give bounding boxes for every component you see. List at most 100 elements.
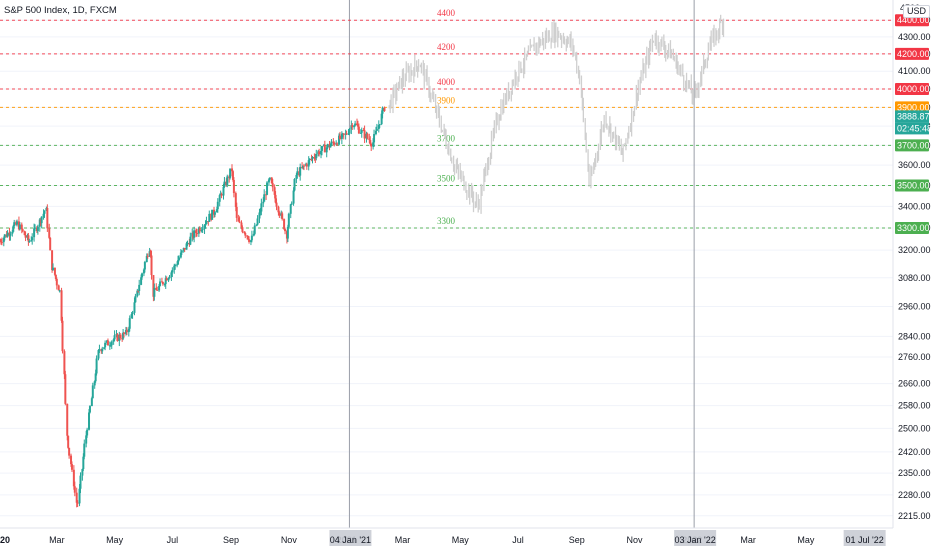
candle-body (131, 312, 134, 315)
candle-body (231, 168, 234, 172)
candle-body (363, 130, 366, 139)
candle-body (24, 235, 27, 238)
level-badge-label: 3500.00 (897, 180, 930, 190)
candle-body (12, 226, 15, 232)
candle-body (13, 222, 16, 227)
candle-body (329, 144, 332, 148)
candle-body (283, 219, 286, 230)
price-candles (0, 106, 386, 508)
date-highlight-badge (843, 530, 886, 546)
candle-body (353, 125, 356, 128)
candle-body (226, 176, 229, 186)
candle-body (267, 179, 270, 183)
candle-body (63, 351, 66, 375)
candle-body (82, 456, 85, 470)
time-tick-label: May (106, 535, 124, 545)
candle-body (106, 340, 109, 346)
current-price-badge (895, 110, 929, 123)
candle-body (290, 203, 293, 205)
candle-body (122, 332, 125, 339)
candle-body (153, 287, 156, 297)
candle-body (30, 240, 33, 242)
candle-body (275, 202, 278, 207)
candle-body (66, 403, 69, 436)
candle-body (375, 129, 378, 131)
candle-body (277, 206, 280, 213)
candle-body (165, 278, 168, 281)
candle-body (83, 443, 86, 457)
candle-body (205, 221, 208, 224)
level-label: 4400 (437, 8, 456, 18)
currency-button[interactable]: USD (903, 5, 931, 18)
candle-body (52, 267, 55, 271)
candle-body (179, 252, 182, 258)
candle-body (281, 213, 284, 220)
candle-body (123, 332, 126, 334)
candle-body (220, 194, 223, 196)
price-tick-label: 2760.00 (898, 352, 931, 362)
countdown-badge (895, 122, 929, 135)
candle-body (110, 341, 113, 346)
candle-body (141, 273, 144, 278)
candle-body (72, 469, 75, 487)
candle-body (75, 492, 78, 503)
candle-body (49, 237, 52, 251)
candle-body (222, 186, 225, 196)
candle-body (163, 284, 166, 286)
candle-body (308, 158, 311, 161)
candle-body (295, 174, 298, 179)
time-tick-label: 2020 (0, 535, 10, 545)
candle-body (249, 240, 252, 242)
candle-body (55, 279, 58, 286)
candle-body (68, 447, 71, 456)
candle-body (116, 334, 119, 342)
level-label: 3500 (437, 173, 456, 183)
candle-body (48, 228, 51, 238)
candle-body (125, 330, 128, 333)
candle-body (145, 255, 148, 262)
price-tick-label: 3400.00 (898, 201, 931, 211)
candle-body (338, 135, 341, 145)
candle-body (21, 229, 24, 232)
candle-body (42, 213, 45, 217)
candle-body (164, 278, 167, 285)
candle-body (307, 160, 310, 167)
candle-body (231, 171, 234, 180)
level-badge (895, 221, 929, 234)
candle-body (104, 342, 107, 348)
candle-body (310, 158, 313, 160)
price-tick-label: 2350.00 (898, 468, 931, 478)
date-highlight-badge (329, 530, 372, 546)
candle-body (193, 230, 196, 238)
candle-body (218, 195, 221, 202)
candle-body (302, 165, 305, 168)
price-tick-label: 2500.00 (898, 423, 931, 433)
price-tick-label: 2660.00 (898, 379, 931, 389)
level-badge-label: 4400.00 (897, 15, 930, 25)
candle-body (150, 255, 153, 276)
candle-body (302, 165, 305, 167)
candle-body (370, 144, 373, 147)
candle-body (67, 435, 70, 448)
time-tick-label: May (797, 535, 815, 545)
candle-body (18, 224, 21, 230)
candle-body (128, 318, 131, 329)
candle-body (86, 429, 89, 436)
candle-body (320, 150, 323, 155)
candle-body (137, 290, 140, 292)
candle-body (241, 227, 244, 232)
candle-body (60, 290, 63, 321)
price-tick-label: 3080.00 (898, 273, 931, 283)
candle-body (314, 157, 317, 159)
candle-body (57, 285, 60, 291)
candle-body (356, 123, 359, 126)
level-badge (895, 83, 929, 96)
candle-body (20, 224, 23, 230)
date-highlight-label: 04 Jan '21 (330, 535, 371, 545)
candle-body (216, 201, 219, 210)
candle-body (127, 328, 130, 333)
candle-body (23, 231, 26, 236)
time-tick-label: Mar (395, 535, 411, 545)
